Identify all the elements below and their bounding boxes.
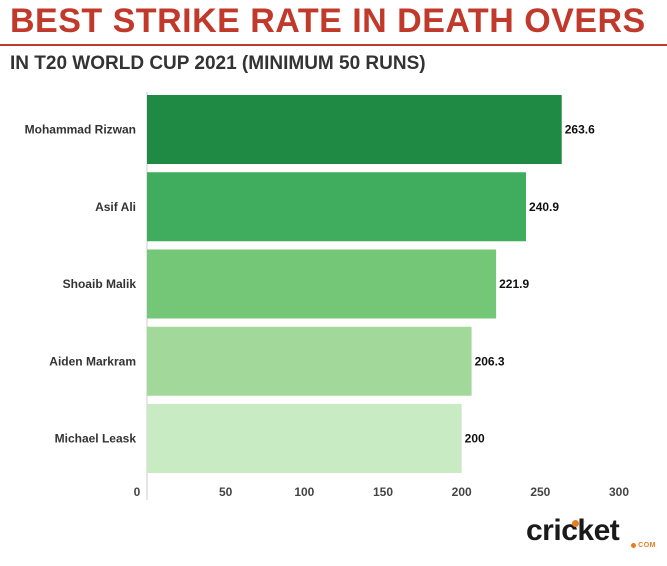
bar (147, 249, 497, 319)
cricket-ball-icon (572, 520, 579, 527)
x-tick-label: 200 (452, 485, 472, 499)
data-label: 206.3 (475, 354, 505, 368)
chart-subtitle: IN T20 WORLD CUP 2021 (MINIMUM 50 RUNS) (10, 53, 426, 74)
data-label: 200 (465, 432, 485, 446)
data-label: 221.9 (499, 277, 529, 291)
cricket-com-logo: cricket COM (526, 516, 656, 556)
category-label: Mohammad Rizwan (25, 123, 136, 137)
bar (147, 172, 527, 242)
x-tick-label: 0 (134, 485, 141, 499)
category-label: Shoaib Malik (63, 277, 137, 291)
x-tick-label: 50 (219, 485, 233, 499)
logo-suffix: COM (631, 542, 656, 549)
category-label: Aiden Markram (49, 354, 136, 368)
x-tick-label: 100 (294, 485, 314, 499)
chart-title: BEST STRIKE RATE IN DEATH OVERS (10, 2, 646, 40)
bar (147, 95, 562, 164)
bar (147, 404, 462, 473)
x-tick-label: 150 (373, 485, 393, 499)
category-label: Asif Ali (95, 200, 136, 214)
logo-suffix-text: COM (638, 542, 656, 549)
data-label: 263.6 (565, 123, 595, 137)
x-tick-label: 250 (530, 485, 550, 499)
data-label: 240.9 (529, 200, 559, 214)
bar (147, 326, 472, 396)
x-tick-label: 300 (609, 485, 629, 499)
title-divider (0, 44, 667, 46)
category-label: Michael Leask (55, 432, 137, 446)
